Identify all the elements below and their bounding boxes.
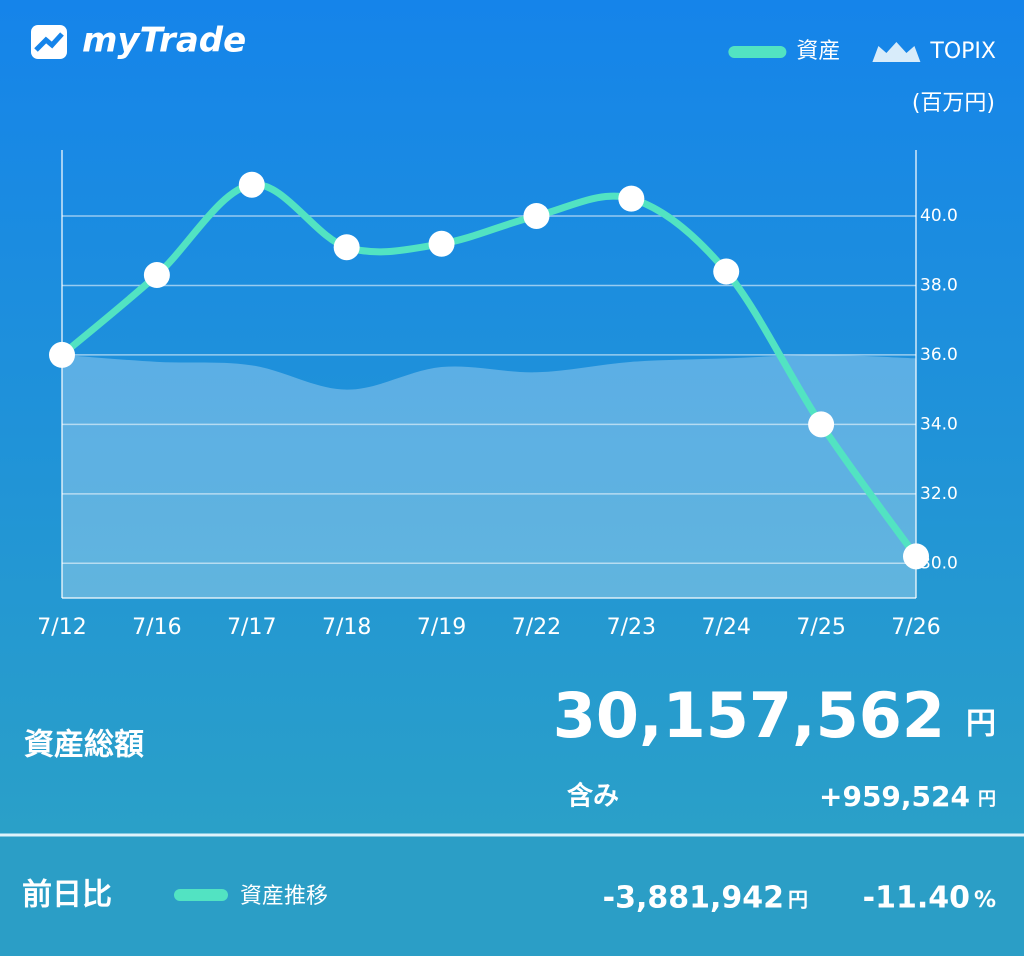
y-tick-label: 34.0: [920, 414, 958, 434]
asset-point: [523, 202, 550, 229]
legend-label: 資産推移: [240, 884, 328, 909]
asset-point: [428, 230, 455, 257]
asset-point: [713, 258, 740, 285]
x-tick-label: 7/17: [227, 615, 276, 640]
unrealized-amount: +959,524: [819, 780, 970, 813]
unrealized-unit: 円: [978, 789, 996, 810]
y-tick-label: 36.0: [920, 345, 958, 365]
y-tick-label: 30.0: [920, 553, 958, 573]
x-tick-label: 7/19: [417, 615, 466, 640]
x-tick-label: 7/12: [37, 615, 86, 640]
daily-change-unit: 円: [788, 888, 808, 912]
chart: 30.0 32.0 34.0 36.0 38.0 40.0 7/12 7/16 7/17 7/18…: [37, 150, 958, 640]
total-amount: 30,157,562: [553, 679, 945, 752]
app-name: myTrade: [82, 21, 246, 61]
x-tick-label: 7/25: [796, 615, 845, 640]
percent-unit: %: [974, 888, 996, 913]
asset-line: [59, 181, 919, 559]
asset-point: [903, 543, 929, 570]
x-tick-label: 7/16: [132, 615, 181, 640]
daily-change-percent: -11.40: [863, 881, 970, 916]
daily-change-label: 前日比: [22, 878, 112, 913]
footer-background: [0, 836, 1024, 956]
asset-point: [618, 185, 645, 212]
legend-label: 資産: [796, 39, 840, 64]
asset-point: [238, 171, 265, 198]
total-label: 資産総額: [24, 728, 144, 763]
y-tick-label: 32.0: [920, 484, 958, 504]
x-tick-label: 7/24: [702, 615, 751, 640]
legend-label: TOPIX: [929, 39, 996, 64]
legend-swatch: [872, 42, 921, 62]
logo-icon: [31, 25, 67, 59]
asset-point: [49, 341, 75, 368]
unrealized-label: 含み: [567, 781, 619, 812]
unit-label: (百万円): [912, 91, 995, 116]
asset-point: [333, 234, 360, 261]
asset-point: [143, 262, 170, 289]
total-unit: 円: [966, 707, 996, 742]
y-tick-label: 40.0: [920, 206, 958, 226]
x-tick-label: 7/26: [891, 615, 940, 640]
daily-change: -3,881,942: [603, 881, 784, 916]
background: [0, 0, 1024, 836]
x-tick-label: 7/18: [322, 615, 371, 640]
asset-point: [808, 411, 835, 438]
x-tick-label: 7/23: [607, 615, 656, 640]
x-tick-label: 7/22: [512, 615, 561, 640]
legend: TOPIX 資産: [728, 39, 996, 64]
topix-area: [62, 354, 916, 598]
y-tick-label: 38.0: [920, 275, 958, 295]
